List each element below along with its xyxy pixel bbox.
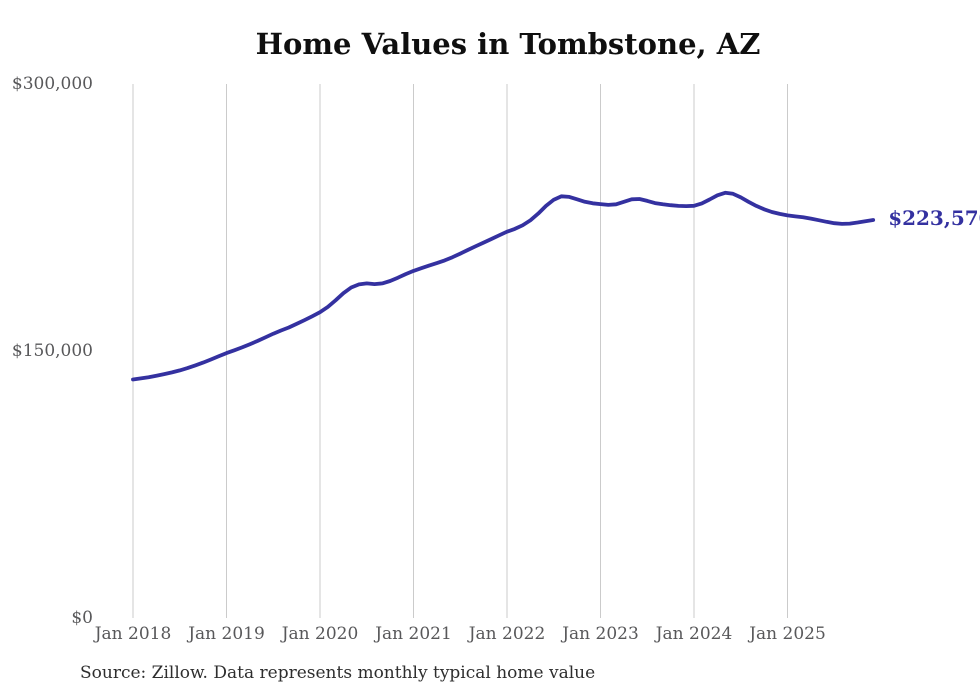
x-tick-label: Jan 2018 — [94, 624, 172, 644]
x-tick-label: Jan 2023 — [562, 624, 639, 644]
x-tick-label: Jan 2020 — [281, 624, 359, 644]
home-value-line — [131, 190, 876, 382]
source-note: Source: Zillow. Data represents monthly … — [80, 663, 596, 683]
latest-value-label: $223,570 — [888, 206, 980, 230]
x-tick-label: Jan 2022 — [468, 624, 546, 644]
x-tick-label: Jan 2019 — [188, 624, 265, 644]
y-tick-label: $300,000 — [11, 74, 93, 94]
x-tick-label: Jan 2021 — [375, 624, 452, 644]
y-tick-label: $0 — [71, 608, 93, 628]
x-tick-label: Jan 2024 — [655, 624, 733, 644]
chart-title: Home Values in Tombstone, AZ — [255, 27, 761, 61]
x-tick-label: Jan 2025 — [749, 624, 826, 644]
y-tick-label: $150,000 — [11, 341, 93, 361]
